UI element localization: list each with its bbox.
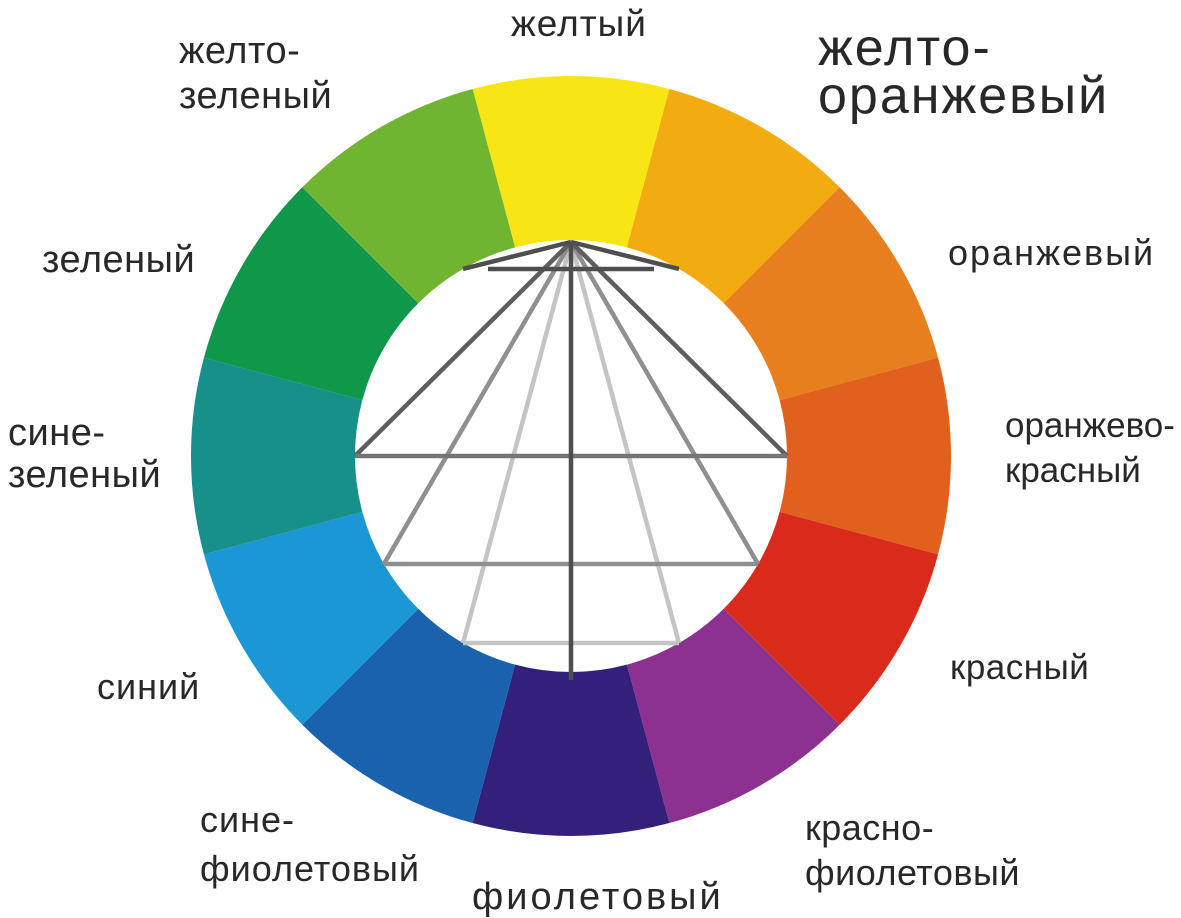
wheel-label-yellow-green-line-1: зеленый [179,75,333,117]
wheel-segment-red-violet [626,608,840,824]
wheel-segment-yellow-green [302,88,516,304]
wheel-label-red-line-0: красный [950,648,1090,687]
wheel-label-orange-red: оранжево-красный [1005,403,1175,493]
harmony-line-right-isosceles-triangle--90 [353,240,573,458]
wheel-segment-blue-green [191,357,363,555]
wheel-segment-orange [723,187,939,401]
wheel-segment-blue [203,511,419,725]
wheel-label-yellow-orange: желто-оранжевый [818,19,1110,125]
harmony-line-analogous-flat-triangle--30 [462,239,572,272]
wheel-label-red-violet-line-0: красно- [805,807,935,848]
wheel-label-green-line-0: зеленый [42,239,196,281]
wheel-label-blue-green-line-1: зеленый [8,454,162,496]
wheel-label-red: красный [950,645,1089,690]
wheel-label-red-violet-line-1: фиолетовый [805,852,1021,893]
wheel-segment-orange-red [779,357,952,555]
wheel-label-blue-violet-line-1: фиолетовый [200,848,421,889]
wheel-label-yellow-green: желто-зеленый [179,29,332,119]
wheel-segment-yellow [472,76,670,248]
harmony-line-equilateral-primary-triangle-120 [569,240,761,566]
wheel-label-yellow: желтый [511,1,647,46]
wheel-segment-red [723,511,939,725]
harmony-line-right-isosceles-triangle-90 [569,240,789,458]
wheel-segment-yellow-orange [626,88,840,304]
wheel-label-yellow-orange-line-0: желто- [818,19,992,77]
wheel-segment-blue-violet [302,608,516,824]
wheel-label-yellow-line-0: желтый [511,3,647,44]
wheel-label-blue: синий [97,664,200,709]
harmony-figure [353,239,789,680]
wheel-label-orange-red-line-0: оранжево- [1005,406,1175,445]
wheel-label-violet-line-0: фиолетовый [472,876,724,918]
wheel-label-blue-green: сине-зеленый [8,412,161,496]
harmony-line-split-complementary-triangle-150 [568,241,682,644]
wheel-label-orange-red-line-1: красный [1005,451,1141,490]
wheel-segment-violet [472,664,670,836]
wheel-label-yellow-green-line-0: желто- [179,30,301,72]
harmony-line-equilateral-primary-triangle--120 [381,240,573,566]
wheel-label-violet: фиолетовый [472,875,724,918]
wheel-label-yellow-orange-line-1: оранжевый [818,67,1110,125]
wheel-label-orange: оранжевый [948,230,1155,275]
wheel-label-red-violet: красно-фиолетовый [805,805,1020,895]
wheel-label-blue-line-0: синий [97,666,201,707]
wheel-label-blue-violet: сине-фиолетовый [200,795,420,893]
harmony-line-analogous-flat-triangle-30 [570,239,680,272]
wheel-label-green: зеленый [42,238,195,283]
wheel-label-blue-green-line-0: сине- [8,412,106,454]
wheel-segment-green [203,187,419,401]
wheel-label-blue-violet-line-0: сине- [200,799,295,840]
wheel-label-orange-line-0: оранжевый [948,232,1156,273]
harmony-line-split-complementary-triangle--150 [460,241,574,644]
